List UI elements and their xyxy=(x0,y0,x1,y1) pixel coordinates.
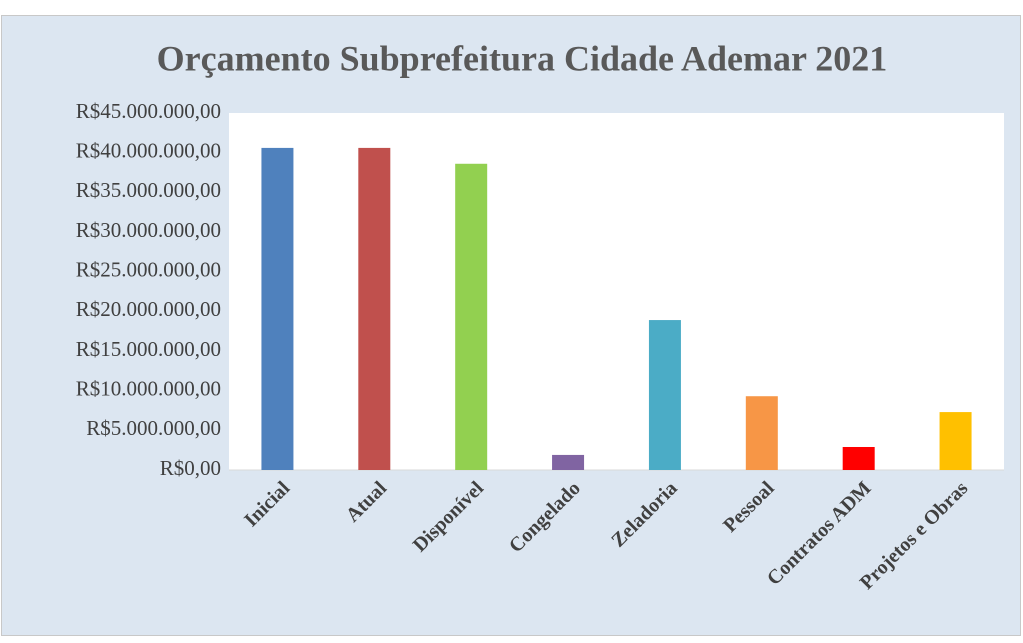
y-tick-label: R$25.000.000,00 xyxy=(76,257,221,281)
bar xyxy=(358,147,391,470)
y-tick-label: R$15.000.000,00 xyxy=(76,337,221,361)
y-tick-label: R$10.000.000,00 xyxy=(76,376,221,400)
y-tick-label: R$20.000.000,00 xyxy=(76,297,221,321)
bar xyxy=(455,163,488,471)
y-tick-label: R$5.000.000,00 xyxy=(86,416,221,440)
y-tick-label: R$40.000.000,00 xyxy=(76,138,221,162)
y-tick-label: R$35.000.000,00 xyxy=(76,178,221,202)
plot-area xyxy=(229,113,1004,470)
y-tick-label: R$45.000.000,00 xyxy=(76,99,221,123)
bar xyxy=(939,412,972,470)
y-tick-label: R$0,00 xyxy=(160,456,221,480)
chart-title: Orçamento Subprefeitura Cidade Ademar 20… xyxy=(157,38,888,78)
bar xyxy=(745,396,778,470)
bar xyxy=(648,320,681,470)
bar xyxy=(552,454,585,470)
y-tick-label: R$30.000.000,00 xyxy=(76,218,221,242)
bar xyxy=(261,147,294,470)
bar xyxy=(842,446,875,470)
